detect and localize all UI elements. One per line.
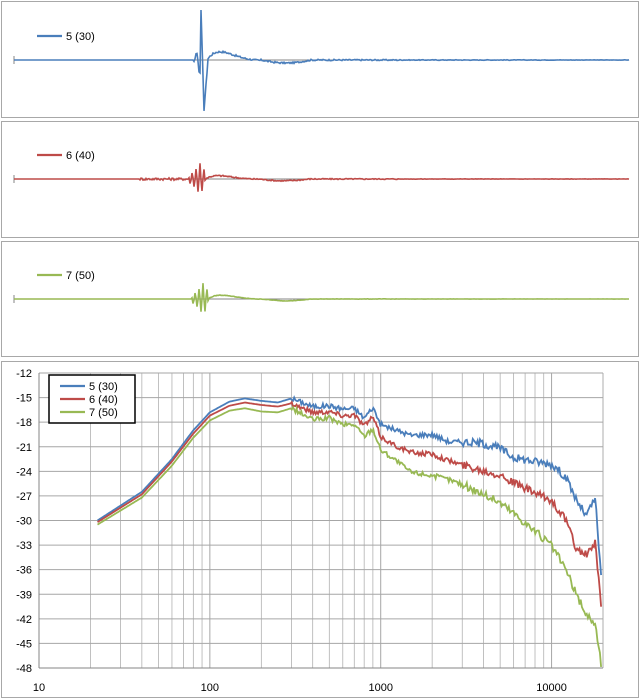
impulse-plot-1: 5 (30)	[13, 9, 630, 111]
legend: 5 (30)6 (40)7 (50)	[48, 374, 136, 424]
legend-label: 5 (30)	[89, 381, 118, 393]
x-tick-label: 10000	[536, 682, 567, 694]
y-tick-label: -24	[16, 466, 32, 478]
legend-label: 5 (30)	[66, 31, 95, 43]
impulse-chart-1: 5 (30)	[1, 1, 639, 118]
frequency-series-line	[97, 405, 602, 667]
y-tick-label: -27	[16, 491, 32, 503]
legend-label: 6 (40)	[66, 150, 95, 162]
impulse-series-line	[14, 163, 630, 192]
y-tick-label: -15	[16, 393, 32, 405]
impulse-chart-2: 6 (40)	[1, 121, 639, 238]
frequency-series-line	[97, 395, 602, 576]
x-tick-label: 100	[201, 682, 219, 694]
y-tick-label: -18	[16, 417, 32, 429]
y-tick-label: -33	[16, 540, 32, 552]
frequency-response-chart: -12 -15 -18 -21 -24 -27 -30 -33 -36 -39 -42 -45 -48 1…	[1, 361, 639, 698]
x-tick-label: 10	[33, 682, 45, 694]
y-tick-label: -12	[16, 368, 32, 380]
legend-label: 6 (40)	[89, 394, 118, 406]
y-tick-label: -39	[16, 589, 32, 601]
impulse-chart-3: 7 (50)	[1, 241, 639, 357]
y-tick-label: -48	[16, 663, 32, 675]
legend-label: 7 (50)	[66, 270, 95, 282]
y-tick-label: -21	[16, 442, 32, 454]
impulse-series-line	[14, 283, 629, 312]
impulse-plot-3: 7 (50)	[13, 270, 629, 312]
impulse-plot-2: 6 (40)	[13, 150, 630, 192]
frequency-series-line	[97, 400, 602, 607]
y-tick-label: -36	[16, 565, 32, 577]
y-tick-label: -30	[16, 516, 32, 528]
y-tick-label: -42	[16, 614, 32, 626]
frequency-response-plot: -12-15-18-21-24-27-30-33-36-39-42-45-481…	[16, 368, 604, 694]
impulse-series-line	[14, 9, 630, 111]
y-tick-label: -45	[16, 638, 32, 650]
legend-label: 7 (50)	[89, 407, 118, 419]
x-tick-label: 1000	[368, 682, 392, 694]
